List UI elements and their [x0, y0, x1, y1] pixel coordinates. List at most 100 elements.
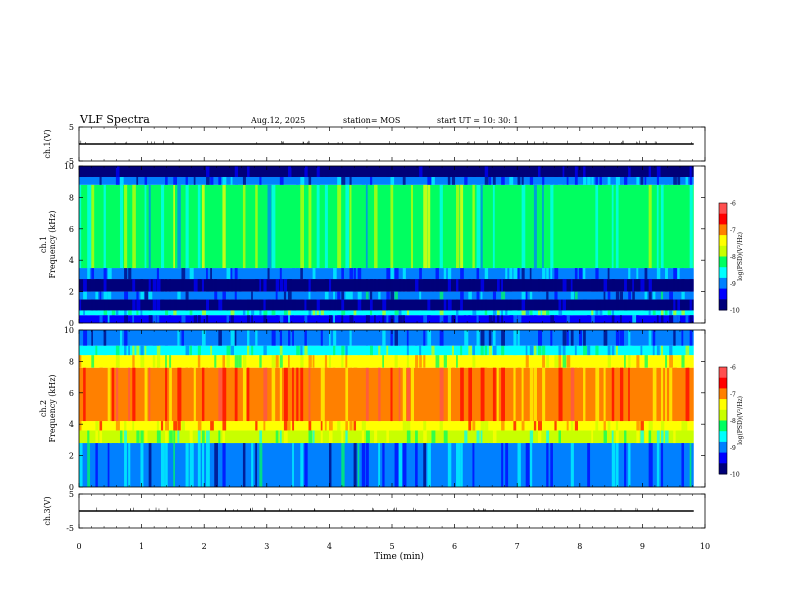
spectrogram-streak [279, 430, 282, 444]
x-tick-label: 5 [389, 542, 394, 551]
spectrogram-streak [201, 430, 205, 444]
spectrogram-streak [550, 176, 553, 185]
spectrogram-streak [427, 279, 431, 292]
spectrogram-streak [390, 355, 394, 368]
spectrogram-streak [247, 330, 250, 346]
spectrogram-streak [107, 443, 110, 487]
spectrogram-streak [578, 367, 583, 422]
spectrogram-streak [369, 355, 373, 368]
spectrogram-streak [160, 279, 164, 292]
spectrogram-streak [333, 268, 337, 280]
spectrogram-streak [382, 310, 386, 316]
spectrogram-streak [472, 184, 475, 269]
spectrogram-streak [464, 176, 468, 185]
spectrogram-streak [484, 166, 489, 177]
spectrogram-streak [218, 421, 221, 431]
spectrogram-streak [255, 184, 258, 269]
spectrogram-streak [316, 310, 319, 316]
spectrogram-streak [542, 279, 546, 292]
spectrogram-streak [103, 315, 108, 323]
x-tick-label: 0 [76, 542, 81, 551]
spectrogram-streak [537, 166, 541, 177]
colorbar-cell [719, 285, 727, 290]
spectrogram-band [79, 330, 694, 346]
spectrogram-streak [87, 310, 90, 316]
spectrogram-streak [300, 176, 305, 185]
spectrogram-streak [640, 430, 644, 444]
spectrogram-streak [103, 268, 107, 280]
spectrogram-streak [410, 430, 414, 444]
spectrogram-streak [124, 184, 128, 269]
spectrogram-streak [583, 166, 586, 177]
spectrogram-streak [210, 268, 213, 280]
spectrogram-streak [628, 355, 631, 368]
spectrogram-streak [570, 330, 574, 346]
spectrogram-streak [263, 355, 266, 368]
spectrogram-streak [464, 184, 468, 269]
spectrogram-streak [91, 166, 94, 177]
spectrogram-streak [124, 355, 126, 368]
spectrogram-streak [283, 299, 287, 311]
spectrogram-streak [537, 345, 542, 356]
spectrogram-streak [156, 430, 161, 444]
spectrogram-streak [632, 443, 636, 487]
spectrogram-streak [271, 355, 276, 368]
spectrogram-streak [390, 330, 393, 346]
colorbar-cell [719, 235, 727, 239]
spectrogram-streak [382, 315, 385, 323]
colorbar-cell [719, 436, 727, 440]
spectrogram-streak [431, 430, 436, 444]
spectrogram-streak [193, 310, 196, 316]
spectrogram-streak [218, 299, 223, 311]
spectrogram-streak [410, 184, 414, 269]
spectrogram-streak [607, 291, 611, 300]
spectrogram-streak [415, 330, 418, 346]
colorbar-cell [719, 433, 727, 438]
spectrogram-streak [435, 355, 440, 368]
spectrogram-streak [525, 310, 530, 316]
spectrogram-streak [230, 315, 234, 323]
spectrogram-streak [390, 166, 394, 177]
spectrogram-streak [132, 345, 135, 356]
spectrogram-streak [476, 299, 480, 311]
spectrogram-streak [124, 330, 128, 346]
spectrogram-streak [83, 367, 86, 422]
spectrogram-streak [501, 330, 505, 346]
spectrogram-streak [611, 430, 614, 444]
spectrogram-streak [177, 310, 181, 316]
spectrogram-streak [443, 166, 446, 177]
spectrogram-streak [247, 345, 250, 356]
spectrogram-streak [451, 315, 456, 323]
spectrogram-streak [300, 310, 303, 316]
spectrogram-streak [497, 291, 501, 300]
spectrogram-streak [193, 367, 196, 422]
spectrogram-streak [169, 279, 172, 292]
spectrogram-streak [95, 443, 98, 487]
spectrogram-streak [394, 330, 398, 346]
spectrogram-streak [554, 176, 558, 185]
spectrogram-streak [107, 268, 112, 280]
spectrogram-streak [169, 421, 172, 431]
colorbar-cell [719, 449, 727, 454]
spectrogram-streak [222, 291, 226, 300]
spectrogram-streak [501, 176, 505, 185]
spectrogram-streak [357, 345, 361, 356]
spectrogram-streak [283, 430, 288, 444]
spectrogram-streak [406, 279, 411, 292]
spectrogram-streak [288, 421, 291, 431]
spectrogram-streak [648, 279, 652, 292]
spectrogram-streak [443, 430, 448, 444]
spectrogram-streak [529, 355, 532, 368]
spectrogram-streak [83, 310, 86, 316]
spectrogram-streak [251, 345, 254, 356]
spectrogram-streak [173, 176, 178, 185]
spectrogram-streak [128, 443, 131, 487]
spectrogram-streak [521, 310, 526, 316]
spectrogram-streak [673, 315, 678, 323]
colorbar-cell [719, 304, 727, 308]
spectrogram-streak [689, 291, 692, 300]
spectrogram-streak [665, 310, 668, 316]
spectrogram-streak [521, 421, 525, 431]
spectrogram-streak [431, 291, 435, 300]
spectrogram-streak [636, 176, 640, 185]
